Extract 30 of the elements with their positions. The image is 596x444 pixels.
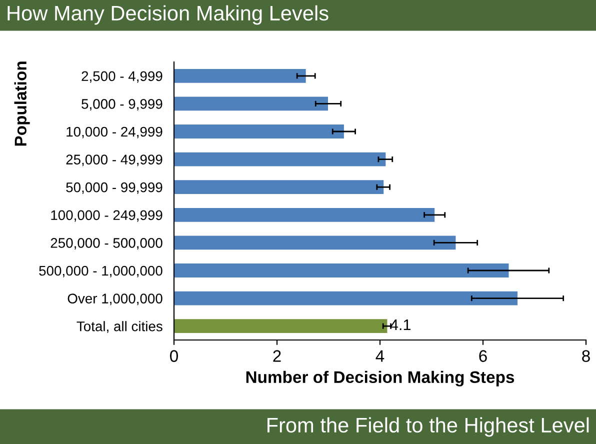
x-tick-label: 2 (273, 350, 281, 362)
y-tick-label: 25,000 - 49,999 (66, 154, 162, 166)
bar (174, 264, 509, 278)
data-label: 4.1 (390, 320, 410, 330)
bar (174, 96, 328, 111)
y-tick-label: 10,000 - 24,999 (66, 126, 162, 138)
y-tick-label: Over 1,000,000 (68, 294, 162, 306)
y-tick-label: 500,000 - 1,000,000 (39, 266, 162, 278)
text: From the Field to the Highest Level (268, 417, 589, 437)
bar (174, 236, 456, 250)
x-tick-label: 8 (582, 350, 590, 362)
bar (174, 124, 344, 138)
x-tick-label: 4 (376, 350, 384, 362)
y-axis-title: Population (14, 62, 30, 146)
bar (174, 208, 435, 222)
y-tick-label: 100,000 - 249,999 (51, 210, 162, 222)
y-tick-label: 250,000 - 500,000 (50, 238, 162, 250)
y-tick-label: 2,500 - 4,999 (82, 71, 162, 83)
x-tick-label: 6 (479, 350, 487, 362)
bar (174, 68, 306, 83)
bar (174, 291, 518, 306)
x-axis-title: Number of Decision Making Steps (246, 370, 514, 386)
bar (174, 319, 388, 334)
bar (174, 152, 386, 166)
x-tick-label: 0 (170, 350, 178, 362)
y-tick-label: Total, all cities (76, 321, 162, 333)
y-tick-label: 5,000 - 9,999 (82, 99, 162, 111)
chart-title: How Many Decision Making Levels (8, 5, 328, 25)
bar (174, 180, 384, 194)
y-tick-label: 50,000 - 99,999 (66, 182, 162, 194)
